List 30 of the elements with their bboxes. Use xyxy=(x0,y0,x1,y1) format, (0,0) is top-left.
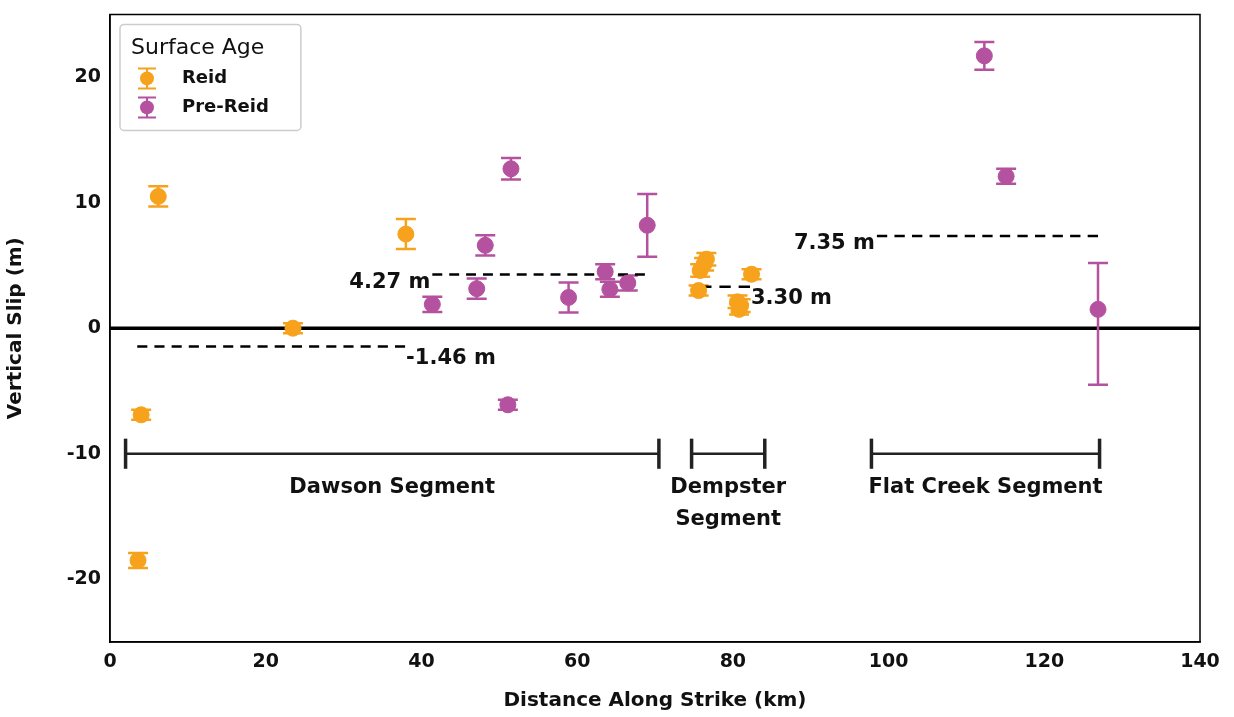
y-tick-label: -10 xyxy=(66,440,101,463)
annotation: -1.46 m xyxy=(406,344,496,369)
point xyxy=(560,288,578,306)
point xyxy=(397,225,415,243)
point xyxy=(1089,300,1107,318)
legend-title: Surface Age xyxy=(131,34,265,60)
y-tick-label: -20 xyxy=(66,566,101,589)
y-tick-label: 0 xyxy=(87,315,101,338)
annotation: 7.35 m xyxy=(793,230,875,255)
x-tick-label: 40 xyxy=(408,649,435,672)
x-tick-label: 0 xyxy=(103,649,117,672)
x-tick-label: 120 xyxy=(1024,649,1065,672)
legend-label: Pre-Reid xyxy=(182,95,269,117)
x-tick-label: 100 xyxy=(868,649,909,672)
x-tick-label: 80 xyxy=(719,649,747,672)
point xyxy=(975,47,993,65)
annotation: Dempster Segment xyxy=(670,474,787,531)
annotation: 4.27 m xyxy=(349,269,431,294)
x-axis-title: Distance Along Strike (km) xyxy=(503,687,807,712)
y-tick-label: 20 xyxy=(74,64,101,87)
y-tick-label: 10 xyxy=(74,189,101,212)
point xyxy=(638,216,656,234)
x-tick-label: 20 xyxy=(252,649,279,672)
annotation: Flat Creek Segment xyxy=(868,474,1103,499)
y-axis-title: Vertical Slip (m) xyxy=(2,237,27,420)
legend-label: Reid xyxy=(182,66,228,88)
annotation: 3.30 m xyxy=(750,285,832,310)
x-tick-label: 140 xyxy=(1180,649,1220,672)
annotation: Dawson Segment xyxy=(289,474,496,499)
x-tick-label: 60 xyxy=(563,649,591,672)
